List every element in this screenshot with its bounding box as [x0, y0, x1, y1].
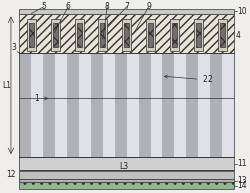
Bar — [146, 19, 155, 51]
Bar — [122, 19, 131, 51]
Bar — [103, 53, 115, 157]
Text: 6: 6 — [66, 2, 71, 11]
Bar — [174, 53, 186, 157]
Text: 14: 14 — [237, 181, 247, 190]
Bar — [55, 53, 67, 157]
Bar — [98, 19, 108, 51]
Bar — [74, 19, 84, 51]
Bar — [115, 53, 127, 157]
Bar — [91, 53, 103, 157]
Bar — [186, 53, 198, 157]
Text: 11: 11 — [237, 159, 247, 168]
Bar — [210, 53, 222, 157]
Text: 8: 8 — [105, 2, 110, 11]
Bar — [127, 53, 139, 157]
Text: 13: 13 — [237, 176, 247, 185]
Bar — [76, 23, 82, 47]
Bar — [20, 53, 32, 157]
Bar — [139, 53, 150, 157]
Bar — [32, 53, 43, 157]
Text: L1: L1 — [2, 81, 11, 90]
Bar — [29, 23, 34, 47]
Bar — [150, 53, 162, 157]
Bar — [198, 53, 210, 157]
Bar — [51, 19, 60, 51]
Text: 2: 2 — [164, 75, 207, 84]
Bar — [20, 171, 234, 179]
Bar — [196, 23, 201, 47]
Bar — [20, 14, 234, 53]
Bar — [20, 53, 234, 157]
Bar — [100, 23, 105, 47]
Text: 4: 4 — [235, 30, 240, 40]
Bar — [172, 23, 177, 47]
Bar — [53, 23, 58, 47]
Bar — [170, 19, 179, 51]
Bar — [162, 53, 174, 157]
Text: 1: 1 — [34, 94, 48, 103]
Text: 10: 10 — [237, 7, 247, 16]
Bar — [148, 23, 153, 47]
Text: 9: 9 — [146, 2, 151, 11]
Bar — [20, 157, 234, 170]
Bar — [43, 53, 55, 157]
Text: 2: 2 — [207, 75, 212, 84]
Bar — [222, 53, 234, 157]
Text: L3: L3 — [120, 162, 129, 171]
Bar — [194, 19, 203, 51]
Bar — [27, 19, 36, 51]
Bar — [218, 19, 226, 51]
Bar — [20, 9, 234, 14]
Text: 5: 5 — [42, 2, 46, 11]
Bar — [220, 23, 224, 47]
Text: 12: 12 — [6, 170, 16, 179]
Bar — [67, 53, 79, 157]
Bar — [20, 182, 234, 189]
Bar — [124, 23, 129, 47]
Text: 3: 3 — [11, 43, 16, 52]
Bar — [79, 53, 91, 157]
Text: 7: 7 — [124, 2, 129, 11]
Bar — [20, 179, 234, 182]
